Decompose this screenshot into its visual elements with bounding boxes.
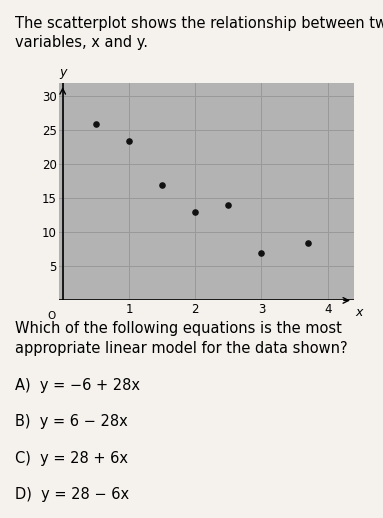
Text: O: O — [48, 311, 56, 321]
Point — [259, 249, 265, 257]
Text: y: y — [59, 66, 66, 79]
Text: B)  y = 6 − 28x: B) y = 6 − 28x — [15, 414, 128, 429]
Text: D)  y = 28 − 6x: D) y = 28 − 6x — [15, 487, 129, 502]
Point — [225, 201, 231, 209]
Point — [126, 137, 132, 145]
Point — [159, 181, 165, 189]
Text: A)  y = −6 + 28x: A) y = −6 + 28x — [15, 378, 140, 393]
Text: The scatterplot shows the relationship between two
variables, x and y.: The scatterplot shows the relationship b… — [15, 16, 383, 50]
Text: x: x — [355, 306, 363, 319]
Text: Which of the following equations is the most
appropriate linear model for the da: Which of the following equations is the … — [15, 321, 348, 356]
Point — [192, 208, 198, 216]
Point — [93, 120, 99, 128]
Text: C)  y = 28 + 6x: C) y = 28 + 6x — [15, 451, 128, 466]
Point — [305, 238, 311, 247]
